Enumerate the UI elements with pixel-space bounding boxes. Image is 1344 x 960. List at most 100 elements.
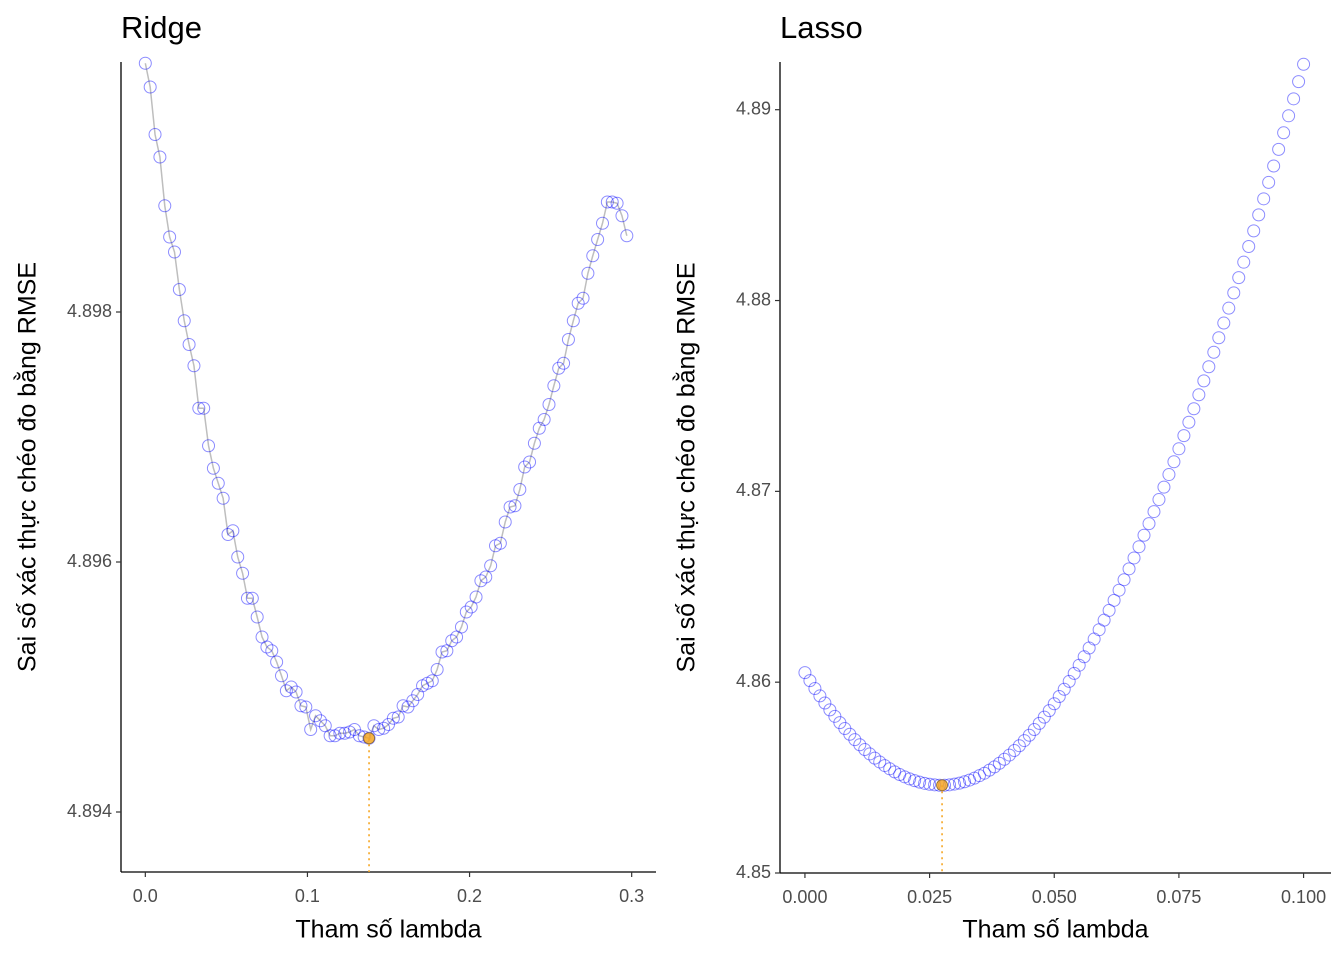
data-point: [435, 645, 449, 659]
data-point: [513, 483, 527, 496]
data-point: [1262, 175, 1276, 189]
data-point: [304, 723, 318, 736]
data-point: [294, 699, 308, 713]
data-point: [552, 361, 566, 375]
data-point: [605, 195, 619, 209]
data-point: [386, 711, 400, 725]
data-point: [848, 733, 862, 747]
data-point: [1197, 374, 1211, 388]
data-point: [484, 559, 498, 573]
best-point: [363, 732, 375, 745]
data-point: [1207, 345, 1221, 359]
data-point: [474, 574, 488, 588]
x-axis-title: Tham số lambda: [295, 916, 481, 944]
data-point: [1107, 593, 1121, 607]
x-tick-label: 0.2: [457, 886, 482, 906]
data-point: [566, 314, 580, 328]
data-point: [1297, 57, 1311, 71]
data-point: [148, 128, 162, 141]
data-point: [537, 413, 551, 426]
data-point: [873, 755, 887, 769]
data-point: [571, 296, 585, 310]
data-point: [858, 743, 872, 757]
data-point: [1287, 92, 1301, 106]
data-point: [420, 676, 434, 690]
data-point: [309, 709, 323, 723]
data-point: [1097, 613, 1111, 627]
data-point: [221, 528, 235, 541]
data-point: [813, 689, 827, 703]
data-point: [493, 536, 507, 550]
data-point: [489, 539, 502, 553]
data-point: [1217, 316, 1231, 330]
data-point: [542, 398, 556, 411]
data-point: [557, 356, 571, 370]
data-point: [382, 718, 395, 731]
data-point: [903, 772, 917, 786]
data-point: [328, 729, 342, 743]
data-point: [1042, 704, 1056, 718]
data-point: [250, 610, 264, 624]
data-point: [211, 476, 225, 490]
y-tick-label: 4.89: [736, 98, 771, 118]
data-point: [279, 684, 293, 698]
x-tick-label: 0.000: [782, 887, 827, 907]
data-point: [833, 716, 847, 730]
data-point: [610, 196, 624, 210]
data-point: [1022, 728, 1036, 742]
data-point: [396, 699, 410, 713]
data-point: [1162, 468, 1176, 482]
data-point: [299, 700, 313, 714]
data-point: [828, 709, 842, 723]
y-axis-title: Sai số xác thực chéo đo bằng RMSE: [672, 262, 701, 672]
data-point: [853, 738, 867, 752]
data-point: [245, 591, 259, 605]
x-tick-label: 0.100: [1281, 887, 1326, 907]
data-point: [883, 762, 897, 776]
data-point: [454, 620, 468, 634]
data-point: [192, 401, 206, 415]
data-point: [1182, 415, 1196, 429]
y-tick-label: 4.894: [67, 801, 112, 821]
data-point: [600, 195, 614, 209]
x-tick-label: 0.1: [295, 886, 320, 906]
data-point: [1202, 360, 1216, 374]
data-point: [997, 752, 1011, 766]
data-point: [518, 460, 532, 474]
data-point: [1212, 331, 1226, 345]
data-point: [1257, 192, 1271, 206]
data-point: [808, 681, 822, 695]
data-point: [138, 56, 152, 70]
data-point: [1277, 126, 1291, 140]
data-point: [1032, 716, 1046, 730]
data-point: [240, 591, 254, 605]
data-point: [1252, 208, 1266, 222]
data-point: [1057, 682, 1071, 696]
data-point: [425, 674, 439, 688]
data-point: [372, 723, 386, 736]
data-point: [255, 630, 269, 644]
data-point: [284, 680, 298, 694]
x-tick-label: 0.3: [619, 886, 644, 906]
data-point: [863, 747, 877, 761]
data-point: [967, 771, 981, 785]
data-point: [1147, 505, 1161, 519]
data-point: [1272, 142, 1286, 156]
data-point: [1172, 442, 1186, 456]
data-point: [508, 499, 522, 513]
data-point: [977, 766, 991, 780]
data-point: [1232, 271, 1246, 285]
data-point: [216, 491, 230, 505]
data-point: [620, 229, 634, 243]
data-point: [206, 461, 220, 475]
data-point: [333, 726, 347, 740]
data-point: [923, 777, 937, 791]
data-point: [1002, 748, 1016, 762]
data-point: [1227, 286, 1241, 300]
data-point: [1112, 583, 1126, 597]
data-point: [581, 266, 595, 280]
data-point: [1062, 674, 1076, 688]
data-point: [313, 714, 327, 728]
data-point: [818, 696, 832, 710]
